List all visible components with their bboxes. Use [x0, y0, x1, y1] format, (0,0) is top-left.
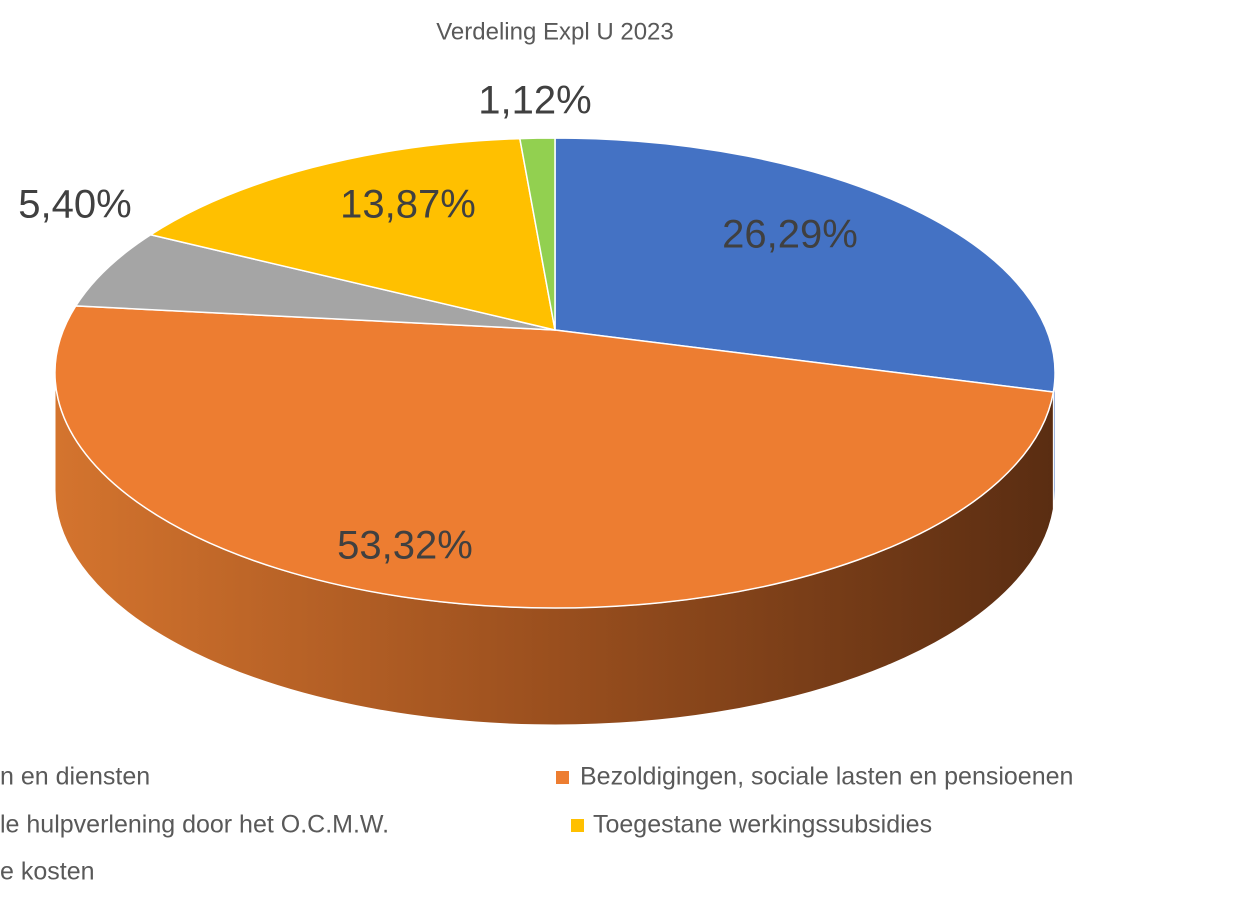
data-label: 26,29%	[722, 213, 858, 257]
legend-label: n en diensten	[0, 763, 150, 791]
legend-label: le hulpverlening door het O.C.M.W.	[0, 811, 389, 839]
legend-marker	[571, 819, 584, 832]
data-label: 53,32%	[337, 524, 473, 568]
slice	[518, 137, 556, 331]
legend-label: Toegestane werkingssubsidies	[593, 811, 932, 839]
slice	[74, 233, 556, 331]
slice	[554, 137, 1056, 393]
legend-marker	[556, 771, 569, 784]
slice	[54, 305, 1055, 609]
data-label: 1,12%	[478, 79, 591, 123]
legend-label: Bezoldigingen, sociale lasten en pensioe…	[580, 763, 1073, 791]
chart-title: Verdeling Expl U 2023	[436, 18, 674, 45]
legend-label: e kosten	[0, 858, 95, 886]
data-label: 13,87%	[340, 183, 476, 227]
data-label: 5,40%	[18, 183, 131, 227]
slice	[148, 137, 556, 331]
